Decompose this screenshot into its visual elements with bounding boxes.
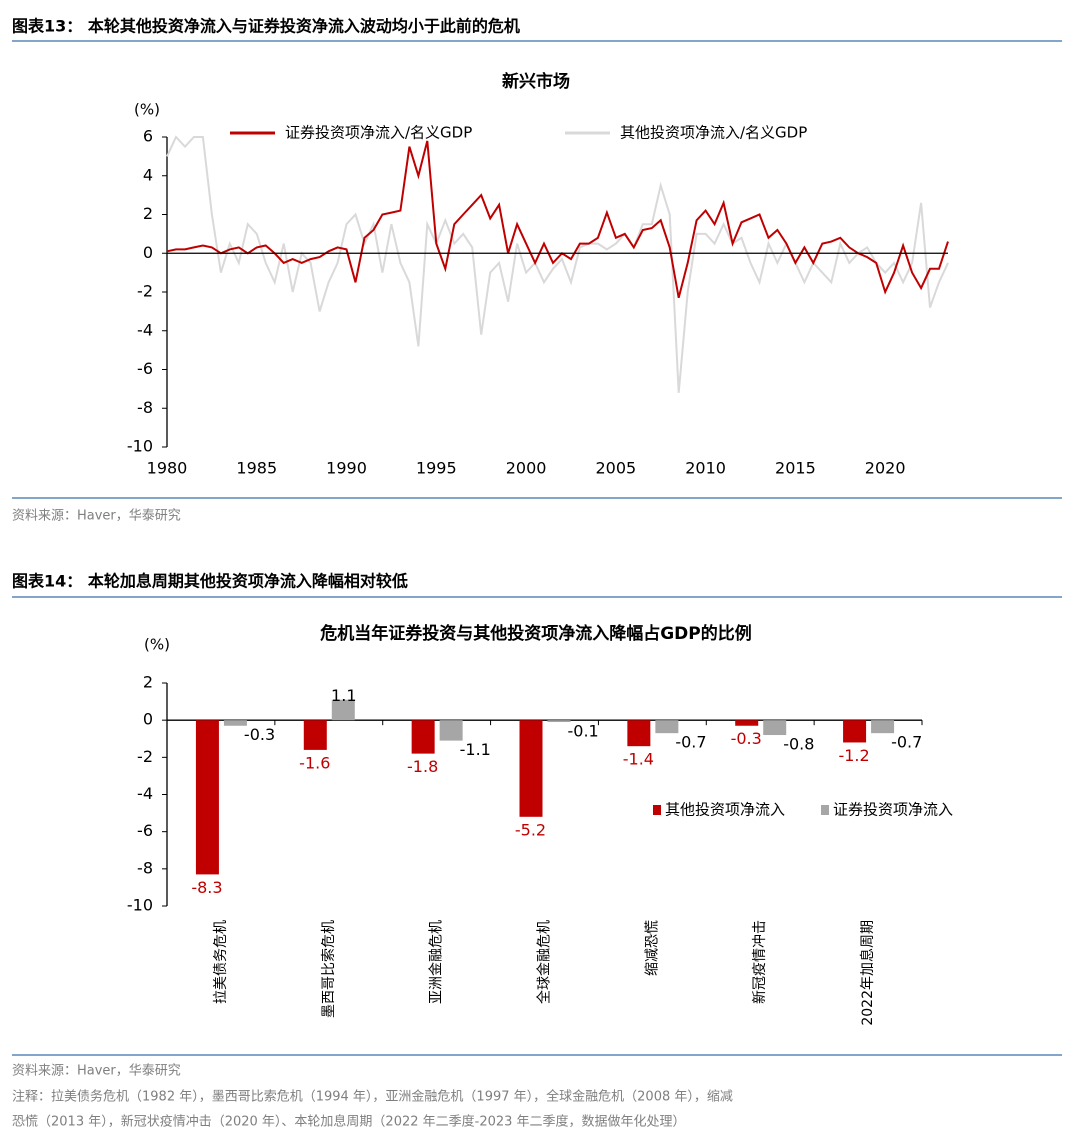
value-label: -8.3 [191,878,222,897]
value-label: -5.2 [515,820,546,839]
chart-title: 危机当年证券投资与其他投资项净流入降幅占GDP的比例 [319,623,752,644]
source: 资料来源：Haver，华泰研究 [12,509,181,524]
y-tick-label: -6 [137,359,153,378]
x-tick-label: 2022年加息周期 [859,920,876,1026]
legend-swatch [821,805,829,815]
value-label: -0.3 [244,725,275,744]
bar [547,720,571,723]
y-tick-label: -4 [137,784,153,803]
y-tick-label: -6 [137,821,153,840]
x-tick-label: 1990 [326,459,367,478]
x-tick-label: 1995 [416,459,457,478]
y-tick-label: 4 [143,165,153,184]
x-tick-label: 新冠疫情冲击 [752,920,768,1004]
bar [655,720,679,734]
y-tick-label: 2 [143,204,153,223]
note: 注释：拉美债务危机（1982 年），墨西哥比索危机（1994 年），亚洲金融危机… [12,1089,733,1105]
bar [519,720,543,817]
value-label: -0.3 [731,729,762,748]
value-label: -1.2 [838,746,869,765]
y-tick-label: 0 [143,710,153,729]
x-tick-label: 1985 [236,459,277,478]
bar [439,720,463,741]
chart-title: 新兴市场 [502,71,570,92]
legend-label: 其他投资项净流入 [665,801,785,819]
value-label: -1.6 [299,753,330,772]
y-unit: (%) [144,636,170,654]
x-tick-label: 墨西哥比索危机 [320,920,337,1018]
bar [735,720,759,726]
caption: 图表13： 本轮其他投资净流入与证券投资净流入波动均小于此前的危机 [12,17,520,36]
value-label: -1.8 [407,757,438,776]
y-tick-label: -8 [137,398,153,417]
series-line [166,135,949,393]
x-tick-label: 缩减恐慌 [644,920,660,976]
bar [871,720,895,734]
y-tick-label: 0 [143,243,153,262]
y-tick-label: 6 [143,127,153,146]
value-label: -0.8 [783,735,814,754]
y-tick-label: -10 [127,437,153,456]
y-tick-label: -4 [137,320,153,339]
bar [627,720,651,747]
bar [195,720,219,875]
legend-swatch [653,805,661,815]
value-label: -1.4 [623,750,654,769]
y-tick-label: -8 [137,858,153,877]
y-tick-label: -2 [137,282,153,301]
legend-label: 其他投资项净流入/名义GDP [620,124,807,142]
value-label: -0.7 [675,733,706,752]
caption: 图表14： 本轮加息周期其他投资项净流入降幅相对较低 [12,572,408,591]
value-label: -1.1 [460,740,491,759]
value-label: -0.1 [568,722,599,741]
bar [303,720,327,750]
y-tick-label: -2 [137,747,153,766]
value-label: -0.7 [891,733,922,752]
x-tick-label: 2000 [506,459,547,478]
legend-label: 证券投资项净流入 [833,801,953,819]
bar [331,699,355,721]
x-tick-label: 2015 [775,459,816,478]
series-line [166,140,949,299]
x-tick-label: 全球金融危机 [536,920,553,1004]
legend-label: 证券投资项净流入/名义GDP [285,124,472,142]
bar [843,720,867,743]
x-tick-label: 2005 [595,459,636,478]
y-unit: (%) [134,101,160,119]
y-tick-label: -10 [127,896,153,915]
x-tick-label: 1980 [147,459,188,478]
bar [223,720,247,726]
source: 资料来源：Haver，华泰研究 [12,1064,181,1079]
bar [411,720,435,754]
x-tick-label: 2010 [685,459,726,478]
x-tick-label: 2020 [865,459,906,478]
note: 恐慌（2013 年），新冠状疫情冲击（2020 年）、本轮加息周期（2022 年… [12,1114,686,1130]
x-tick-label: 拉美债务危机 [213,920,229,1004]
bar [763,720,787,736]
x-tick-label: 亚洲金融危机 [429,920,445,1004]
y-tick-label: 2 [143,673,153,692]
value-label: 1.1 [331,686,356,705]
